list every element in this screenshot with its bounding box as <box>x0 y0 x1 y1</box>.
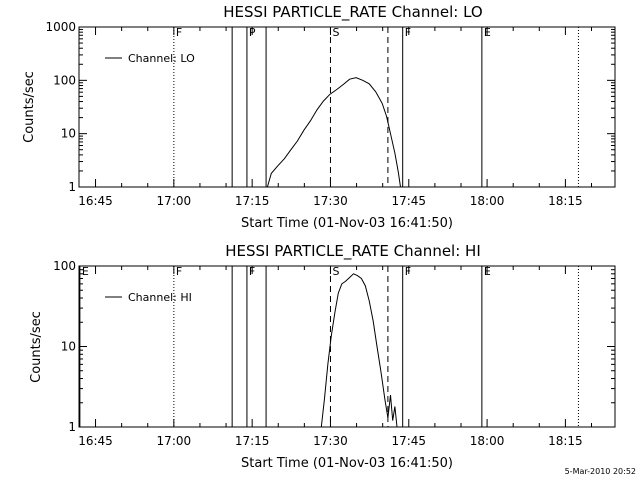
x-axis-label: Start Time (01-Nov-03 16:41:50) <box>241 456 453 471</box>
time-marker-label: F <box>249 265 255 278</box>
chart-title: HESSI PARTICLE_RATE Channel: HI <box>225 242 481 261</box>
panel-lo: HESSI PARTICLE_RATE Channel: LO Start Ti… <box>22 3 616 231</box>
y-tick-label: 1 <box>68 180 76 194</box>
y-tick-label: 1 <box>68 420 76 434</box>
x-tick-label: 17:45 <box>391 194 426 208</box>
time-marker-label: E <box>484 265 491 278</box>
x-tick-label: 18:00 <box>470 434 505 448</box>
x-tick-label: 17:45 <box>391 434 426 448</box>
time-marker-label: F <box>176 26 182 39</box>
x-tick-label: 18:00 <box>470 194 505 208</box>
x-tick-label: 17:00 <box>157 194 192 208</box>
time-marker-label: E <box>82 265 89 278</box>
footer-timestamp: 5-Mar-2010 20:52 <box>565 467 636 476</box>
panel-hi: HESSI PARTICLE_RATE Channel: HI Start Ti… <box>29 242 616 471</box>
x-tick-label: 17:15 <box>235 194 270 208</box>
series-line <box>320 273 398 428</box>
x-tick-label: 17:30 <box>313 194 348 208</box>
x-axis-label: Start Time (01-Nov-03 16:41:50) <box>241 216 453 231</box>
x-tick-label: 17:30 <box>313 434 348 448</box>
time-marker-label: F <box>405 26 411 39</box>
time-marker-label: F <box>176 265 182 278</box>
time-marker-label: F <box>405 265 411 278</box>
y-tick-label: 1000 <box>45 20 76 34</box>
plot-frame <box>78 26 616 188</box>
y-tick-label: 10 <box>61 127 76 141</box>
time-marker-label: S <box>332 265 339 278</box>
time-marker-label: S <box>332 26 339 39</box>
y-axis-label: Counts/sec <box>22 71 37 143</box>
legend: Channel: HI <box>105 291 192 304</box>
y-tick-label: 10 <box>61 340 76 354</box>
x-tick-label: 17:15 <box>235 434 270 448</box>
x-tick-label: 16:45 <box>78 434 113 448</box>
x-tick-label: 16:45 <box>78 194 113 208</box>
axis-ticks: 16:45 17:00 17:15 17:30 17:45 18:00 18:15 1 10 10… <box>45 20 615 208</box>
time-marker-label: P <box>249 26 256 39</box>
x-tick-label: 17:00 <box>157 434 192 448</box>
legend-label: Channel: LO <box>128 52 195 65</box>
chart-title: HESSI PARTICLE_RATE Channel: LO <box>223 3 482 22</box>
time-marker-label: E <box>484 26 491 39</box>
x-tick-label: 18:15 <box>548 434 583 448</box>
y-tick-label: 100 <box>53 259 76 273</box>
x-tick-label: 18:15 <box>548 194 583 208</box>
series-group <box>320 273 398 428</box>
y-axis-label: Counts/sec <box>29 311 44 383</box>
legend: Channel: LO <box>105 52 195 65</box>
series-line <box>266 77 401 188</box>
series-group <box>266 77 401 188</box>
axis-ticks: 16:45 17:00 17:15 17:30 17:45 18:00 18:15 1 10 10… <box>53 259 615 448</box>
y-tick-label: 100 <box>53 73 76 87</box>
legend-label: Channel: HI <box>128 291 192 304</box>
